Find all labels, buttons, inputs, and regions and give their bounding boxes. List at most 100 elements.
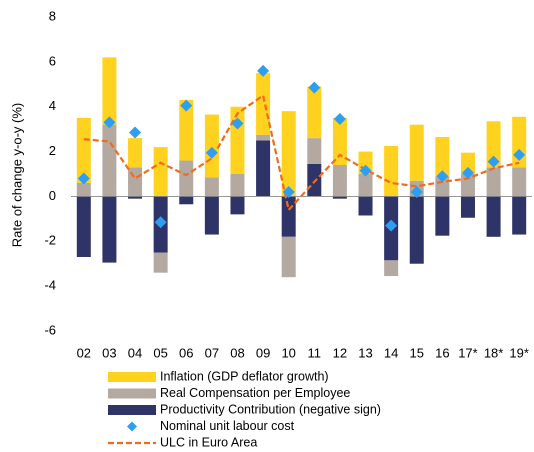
marker [129,126,142,139]
bar-segment [384,260,399,277]
legend-swatch [108,405,156,415]
bar-segment [179,196,194,205]
x-tick-label: 11 [308,345,322,360]
bar-segment [153,147,168,197]
y-tick-label: 6 [49,53,56,68]
bar-segment [435,176,450,197]
bar-segment [409,196,424,264]
y-tick-label: 4 [49,98,56,113]
bar-segment [256,73,271,135]
marker [461,166,474,179]
bar-segment [384,145,399,197]
x-tick-label: 15 [410,345,424,360]
legend-label: Real Compensation per Employee [160,386,350,400]
marker [359,164,372,177]
bar-segment [230,106,245,174]
bar-segment [512,167,527,197]
x-tick-label: 04 [128,345,142,360]
bar-segment [128,196,143,199]
marker [77,172,90,185]
marker [436,170,449,183]
marker [487,155,500,168]
legend-label: Productivity Contribution (negative sign… [160,402,381,416]
marker [205,146,218,159]
bar-segment [486,167,501,197]
bar-segment [281,236,296,278]
x-tick-label: 14 [384,345,398,360]
bar-segment [204,114,219,178]
x-tick-label: 06 [179,345,193,360]
bar-segment [256,134,271,141]
marker [410,185,423,198]
bar-segment [358,196,373,216]
marker [154,216,167,229]
y-tick-label: -2 [44,233,56,248]
legend-label: Inflation (GDP deflator growth) [160,369,329,383]
x-tick-label: 13 [358,345,372,360]
bar-segment [76,182,91,197]
bar-segment [128,138,143,168]
legend-swatch [108,372,156,382]
bar-segment [332,117,347,166]
bar-segment [230,196,245,215]
bar-segment [76,117,91,183]
bar-segment [281,111,296,197]
x-tick-label: 17* [458,345,478,360]
bar-segment [486,196,501,237]
legend-label: ULC in Euro Area [160,435,257,449]
marker [282,185,295,198]
marker [513,148,526,161]
x-tick-label: 05 [153,345,167,360]
legend-swatch [108,388,156,399]
bar-segment [102,196,117,263]
bar-segment [409,124,424,181]
x-tick-label: 19* [509,345,529,360]
bar-segment [230,174,245,197]
marker [103,116,116,129]
x-tick-label: 07 [205,345,219,360]
y-axis-label: Rate of change y-o-y (%) [9,103,24,248]
x-tick-label: 10 [281,345,295,360]
y-tick-label: 0 [49,188,56,203]
bar-segment [128,167,143,197]
y-tick-label: -6 [44,322,56,337]
x-tick-label: 12 [333,345,347,360]
bar-segment [76,196,91,257]
bar-segment [435,136,450,177]
marker [257,64,270,77]
marker [308,81,321,94]
bar-segment [179,99,194,161]
marker [180,99,193,112]
marker [385,219,398,232]
bar-segment [102,57,117,125]
bar-segment [332,165,347,197]
x-tick-label: 18* [484,345,504,360]
y-tick-label: 8 [49,8,56,23]
bar-segment [460,152,475,174]
marker [231,117,244,130]
legend-swatch [127,421,137,432]
line-series [83,93,520,213]
legend: Inflation (GDP deflator growth) Real Comp… [108,369,381,449]
marker [333,113,346,126]
bar-segment [307,163,322,197]
x-tick-label: 03 [102,345,116,360]
y-tick-label: -4 [44,278,56,293]
x-tick-label: 08 [230,345,244,360]
bar-segment [460,196,475,218]
bar-segment [204,177,219,197]
bar-segment [102,124,117,197]
bar-segment [204,196,219,235]
x-tick-label: 02 [77,345,91,360]
bar-segment [179,160,194,197]
bar-segment [512,196,527,235]
x-tick-label: 09 [256,345,270,360]
y-tick-label: 2 [49,143,56,158]
x-tick-label: 16 [435,345,449,360]
bar-segment [307,86,322,139]
bar-segment [281,196,296,237]
bar-segment [332,196,347,199]
bar-segment [358,174,373,197]
bar-segment [153,252,168,273]
